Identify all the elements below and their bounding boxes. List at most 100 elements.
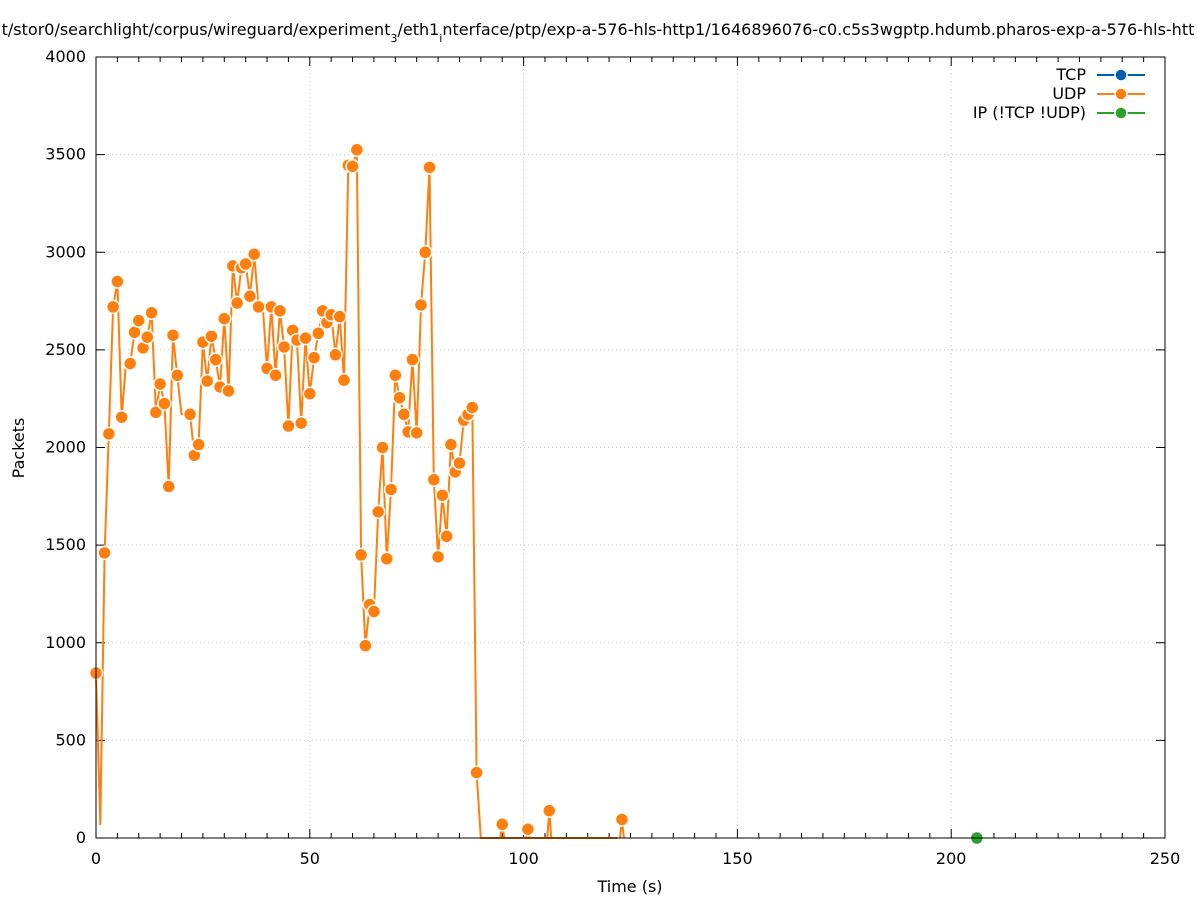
x-tick-label: 0 (91, 849, 101, 868)
data-point (383, 482, 399, 497)
data-point (388, 368, 403, 383)
data-point (161, 479, 176, 494)
data-point (302, 386, 318, 402)
title-part: 3 (390, 32, 397, 45)
data-point (494, 817, 510, 832)
data-point (152, 376, 168, 392)
data-point (311, 326, 326, 341)
data-point (439, 529, 454, 544)
title-part: /eth1 (397, 20, 439, 39)
data-point (465, 400, 480, 415)
legend-marker (1114, 106, 1128, 120)
data-point (157, 396, 172, 411)
data-point (110, 274, 125, 289)
data-point (375, 440, 390, 455)
data-point (191, 437, 206, 452)
data-point (251, 299, 266, 315)
data-point (238, 256, 253, 272)
chart-title: t/stor0/searchlight/corpus/wireguard/exp… (2, 20, 1195, 45)
data-point (520, 821, 536, 837)
plot-frame (95, 56, 1166, 839)
tick-labels: 0 500 1000 1500 2000 2500 3000 3500 4000 0 50 100 15… (45, 47, 1180, 868)
data-point (426, 472, 442, 487)
y-tick-label: 0 (76, 828, 86, 847)
y-tick-label: 4000 (45, 47, 86, 66)
data-point (131, 313, 147, 328)
title-part: nterface/ptp/exp-a-576-hls-http1/1646896… (442, 20, 1194, 39)
data-point (169, 368, 185, 383)
data-point (165, 327, 181, 343)
y-tick-label: 500 (55, 730, 86, 749)
data-point (122, 356, 138, 371)
data-point (418, 245, 433, 260)
data-point (298, 330, 313, 346)
legend-label: TCP (1055, 65, 1086, 84)
data-point (148, 405, 164, 420)
data-point (144, 305, 159, 321)
legend-label: UDP (1052, 84, 1086, 103)
y-tick-label: 3000 (45, 242, 86, 261)
data-point (349, 142, 365, 157)
data-point (409, 425, 424, 441)
data-point (353, 547, 369, 563)
data-point (217, 311, 232, 326)
data-point (281, 418, 296, 434)
data-point (101, 426, 117, 442)
y-tick-label: 2000 (45, 438, 86, 457)
legend-marker (1114, 87, 1128, 101)
data-point (246, 246, 262, 262)
data-point (242, 288, 258, 304)
data-point (422, 160, 437, 175)
data-point (405, 352, 420, 367)
title-part: i (439, 32, 442, 45)
data-point (293, 415, 309, 431)
grid-lines (96, 57, 1165, 838)
x-tick-label: 200 (936, 849, 967, 868)
data-point (379, 551, 395, 567)
x-tick-label: 50 (300, 849, 320, 868)
y-axis-label: Packets (9, 418, 28, 479)
data-point (221, 383, 236, 399)
title-part: t/stor0/searchlight/corpus/wireguard/exp… (2, 20, 391, 39)
series-udp (88, 142, 630, 839)
x-tick-label: 100 (508, 849, 539, 868)
data-point (469, 765, 484, 780)
y-tick-label: 1500 (45, 535, 86, 554)
data-point (430, 549, 446, 565)
data-point (182, 407, 198, 422)
data-point (140, 329, 155, 345)
data-point (443, 437, 459, 452)
data-point (370, 504, 386, 520)
legend-marker (1114, 68, 1128, 82)
data-point (542, 803, 557, 818)
data-point (204, 328, 219, 344)
data-point (208, 352, 223, 367)
data-point (268, 368, 283, 383)
data-point (306, 350, 322, 365)
x-tick-label: 150 (722, 849, 753, 868)
data-point (272, 303, 288, 319)
data-point (105, 299, 121, 315)
data-point (413, 297, 429, 313)
data-point (435, 488, 450, 503)
x-axis-label: Time (s) (596, 877, 662, 896)
y-tick-label: 3500 (45, 145, 86, 164)
data-point (97, 545, 112, 561)
data-point (614, 812, 630, 827)
data-point (366, 604, 382, 619)
data-point (396, 407, 412, 422)
y-tick-label: 1000 (45, 633, 86, 652)
data-point (199, 373, 215, 389)
y-tick-label: 2500 (45, 340, 86, 359)
data-point (452, 455, 467, 471)
series-layer (88, 142, 985, 846)
series-line (95, 148, 618, 839)
data-point (345, 159, 360, 174)
data-point (392, 390, 407, 405)
data-point (114, 409, 129, 425)
data-point (358, 638, 373, 653)
data-point (328, 347, 343, 363)
data-point (332, 309, 347, 324)
